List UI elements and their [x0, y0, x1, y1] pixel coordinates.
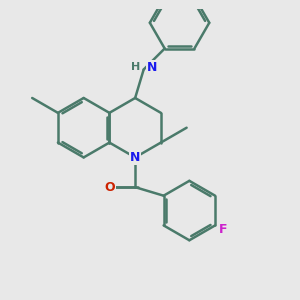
Text: H: H	[131, 62, 140, 72]
Text: N: N	[130, 151, 140, 164]
Text: O: O	[105, 181, 115, 194]
Text: F: F	[219, 224, 227, 236]
Text: N: N	[147, 61, 158, 74]
